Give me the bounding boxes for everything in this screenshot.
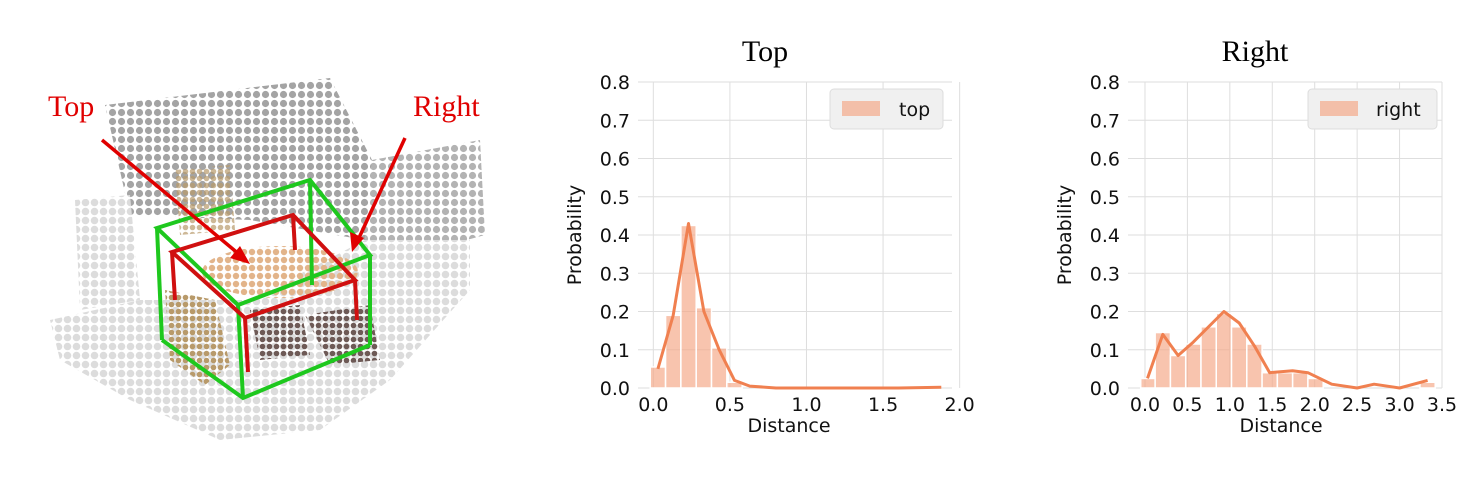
histogram-bar [1419,381,1436,389]
y-tick-labels: 0.0 0.1 0.2 0.3 0.4 0.5 0.6 0.7 0.8 [600,72,630,400]
histogram-bar [1246,343,1263,389]
histogram-bar [1307,377,1324,389]
y-tick-label: 0.3 [1090,263,1120,285]
y-tick-label: 0.4 [1090,225,1120,247]
histogram-bar [649,366,667,389]
chart-title: Top [742,35,788,68]
density-line [656,222,942,390]
x-tick-label: 0.0 [1130,394,1160,416]
y-tick-label: 0.8 [600,72,630,94]
x-tick-label: 1.5 [1257,394,1287,416]
histogram-bar [1184,343,1202,389]
y-tick-label: 0.7 [600,110,630,132]
point-cloud-scene: Top Right [48,78,485,440]
legend-swatch [842,101,880,116]
x-axis-label: Distance [1239,415,1322,437]
histogram-bar [1230,326,1248,389]
histogram-bar [1276,371,1294,389]
histogram-bar [1291,371,1309,389]
y-tick-label: 0.3 [600,263,630,285]
green-bounding-box [153,177,374,401]
x-tick-label: 2.0 [945,394,975,416]
y-tick-label: 0.2 [1090,302,1120,324]
y-tick-label: 0.4 [600,225,630,247]
density-curve [1146,310,1428,390]
density-line [1146,310,1428,390]
histogram-bar [710,347,728,389]
histogram-bar [1261,371,1279,389]
y-tick-label: 0.1 [1090,340,1120,362]
histogram-bars [649,224,743,389]
histogram-bar [1215,312,1233,389]
x-tick-label: 1.5 [868,394,898,416]
scene-label-top: Top [48,90,94,123]
histogram-bar [1169,354,1187,389]
x-tick-label: 0.5 [1172,394,1202,416]
chart-title: Right [1222,35,1289,68]
histogram-bar [1200,326,1218,389]
y-tick-label: 0.5 [1090,187,1120,209]
y-tick-label: 0.1 [600,340,630,362]
red-arrows [100,137,407,264]
scene-label-right: Right [413,90,480,123]
y-tick-label: 0.8 [1090,72,1120,94]
legend-swatch [1320,101,1358,116]
y-tick-label: 0.0 [1090,378,1120,400]
histogram-bar [1139,377,1156,389]
x-tick-label: 3.5 [1427,394,1457,416]
legend: right [1307,88,1438,130]
x-tick-label: 0.0 [638,394,668,416]
density-curve [656,222,942,390]
x-tick-label: 1.0 [1215,394,1245,416]
histogram-bar [664,314,682,389]
histogram-bar [695,306,713,389]
y-tick-label: 0.6 [600,149,630,171]
chart-top: Top 0.0 0.1 0.2 0.3 0.4 0.5 0.6 0.7 0.8 0.0 0.5 1.… [564,35,975,437]
y-axis-label: Probability [564,185,586,285]
x-tick-label: 0.5 [715,394,745,416]
y-tick-label: 0.0 [600,378,630,400]
x-tick-label: 2.0 [1300,394,1330,416]
chart-right: Right 0.0 0.1 0.2 0.3 0.4 0.5 0.6 0.7 0.8 0.0 0.5… [1054,35,1457,437]
x-tick-labels: 0.0 0.5 1.0 1.5 2.0 2.5 3.0 3.5 [1130,394,1457,416]
x-tick-label: 1.0 [791,394,821,416]
legend-label: top [899,99,930,121]
x-tick-labels: 0.0 0.5 1.0 1.5 2.0 [638,394,975,416]
y-tick-labels: 0.0 0.1 0.2 0.3 0.4 0.5 0.6 0.7 0.8 [1090,72,1120,400]
x-axis-label: Distance [747,415,830,437]
x-tick-label: 3.0 [1384,394,1414,416]
legend: top [829,88,944,130]
legend-label: right [1376,99,1421,121]
y-tick-label: 0.6 [1090,149,1120,171]
x-tick-label: 2.5 [1342,394,1372,416]
y-tick-label: 0.7 [1090,110,1120,132]
y-tick-label: 0.5 [600,187,630,209]
red-bounding-box [168,212,359,373]
histogram-bar [726,381,743,389]
y-axis-label: Probability [1054,185,1076,285]
y-tick-label: 0.2 [600,302,630,324]
